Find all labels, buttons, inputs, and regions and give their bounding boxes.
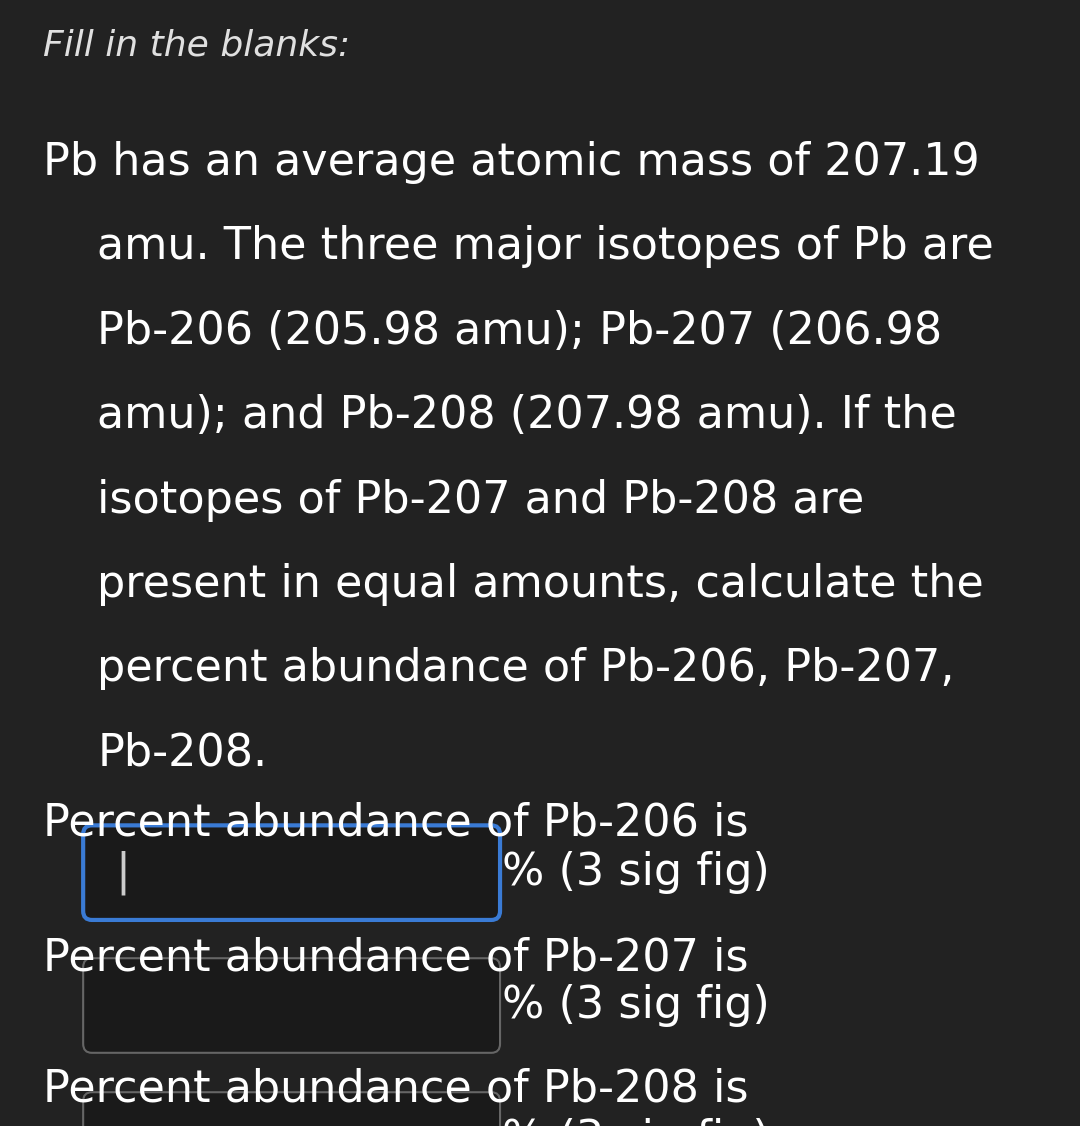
Text: isotopes of Pb-207 and Pb-208 are: isotopes of Pb-207 and Pb-208 are [97, 479, 864, 521]
FancyBboxPatch shape [83, 958, 500, 1053]
Text: present in equal amounts, calculate the: present in equal amounts, calculate the [97, 563, 984, 606]
Text: % (3 sig fig): % (3 sig fig) [502, 851, 770, 894]
Text: Pb-208.: Pb-208. [97, 732, 268, 775]
Text: Percent abundance of Pb-206 is: Percent abundance of Pb-206 is [43, 802, 748, 844]
FancyBboxPatch shape [83, 825, 500, 920]
Text: Percent abundance of Pb-207 is: Percent abundance of Pb-207 is [43, 937, 748, 980]
Text: Pb has an average atomic mass of 207.19: Pb has an average atomic mass of 207.19 [43, 141, 980, 184]
Text: % (3 sig fig): % (3 sig fig) [502, 1118, 770, 1126]
Text: Pb-206 (205.98 amu); Pb-207 (206.98: Pb-206 (205.98 amu); Pb-207 (206.98 [97, 310, 943, 352]
Text: % (3 sig fig): % (3 sig fig) [502, 984, 770, 1027]
FancyBboxPatch shape [83, 1092, 500, 1126]
Text: Fill in the blanks:: Fill in the blanks: [43, 28, 350, 62]
Text: amu); and Pb-208 (207.98 amu). If the: amu); and Pb-208 (207.98 amu). If the [97, 394, 957, 437]
Text: percent abundance of Pb-206, Pb-207,: percent abundance of Pb-206, Pb-207, [97, 647, 955, 690]
Text: |: | [116, 850, 131, 895]
Text: amu. The three major isotopes of Pb are: amu. The three major isotopes of Pb are [97, 225, 994, 268]
Text: Percent abundance of Pb-208 is: Percent abundance of Pb-208 is [43, 1067, 748, 1110]
